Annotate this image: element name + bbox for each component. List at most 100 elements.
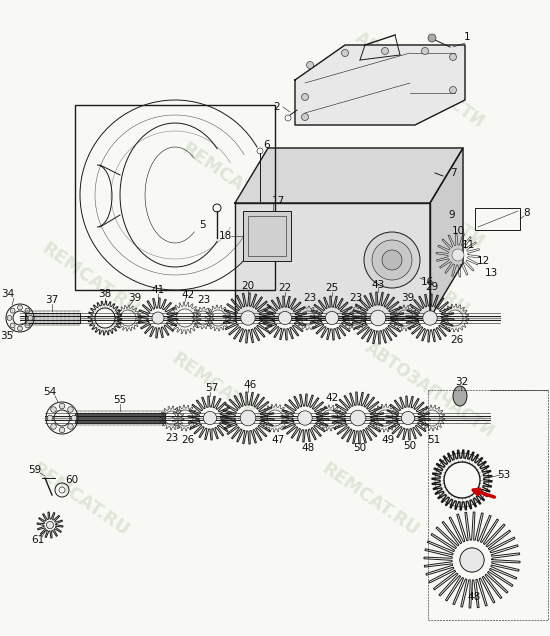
- Circle shape: [18, 305, 23, 310]
- FancyBboxPatch shape: [75, 413, 165, 423]
- Circle shape: [421, 48, 428, 55]
- Text: 34: 34: [1, 289, 15, 299]
- Circle shape: [59, 403, 65, 409]
- Text: АВТОЗАПЧАСТИ: АВТОЗАПЧАСТИ: [352, 149, 488, 251]
- Circle shape: [382, 48, 388, 55]
- Circle shape: [342, 50, 349, 57]
- Text: REMCAT.RU: REMCAT.RU: [168, 350, 272, 430]
- Polygon shape: [430, 148, 463, 318]
- Circle shape: [402, 411, 415, 425]
- Text: 25: 25: [326, 283, 339, 293]
- Circle shape: [449, 53, 456, 60]
- Circle shape: [7, 315, 12, 321]
- Text: 39: 39: [128, 293, 142, 303]
- Text: 18: 18: [218, 231, 232, 241]
- Circle shape: [68, 406, 73, 412]
- Circle shape: [372, 240, 412, 280]
- Circle shape: [51, 406, 56, 412]
- Text: 46: 46: [243, 380, 257, 390]
- Text: 55: 55: [113, 395, 127, 405]
- Text: REMCAT.RU: REMCAT.RU: [178, 140, 282, 220]
- Text: 54: 54: [43, 387, 57, 397]
- Polygon shape: [295, 45, 465, 125]
- Circle shape: [10, 308, 15, 313]
- Text: 35: 35: [1, 331, 14, 341]
- Text: 23: 23: [197, 295, 211, 305]
- Text: REMCAT.RU: REMCAT.RU: [318, 460, 422, 540]
- Text: 22: 22: [278, 283, 292, 293]
- Text: 26: 26: [450, 335, 464, 345]
- Text: 12: 12: [476, 256, 490, 266]
- Text: 39: 39: [402, 293, 415, 303]
- Circle shape: [298, 411, 312, 425]
- Circle shape: [71, 415, 77, 421]
- Text: 38: 38: [98, 289, 112, 299]
- Circle shape: [301, 93, 309, 100]
- Circle shape: [204, 411, 217, 425]
- Text: АВТОЗАПЧАСТИ: АВТОЗАПЧАСТИ: [362, 338, 498, 441]
- Circle shape: [382, 250, 402, 270]
- Text: 49: 49: [381, 435, 395, 445]
- Circle shape: [59, 427, 65, 433]
- Circle shape: [25, 323, 30, 328]
- Text: 26: 26: [182, 435, 195, 445]
- Text: 23: 23: [304, 293, 317, 303]
- Polygon shape: [235, 203, 430, 318]
- Text: 32: 32: [455, 377, 469, 387]
- Circle shape: [306, 62, 313, 69]
- Circle shape: [460, 548, 484, 572]
- Circle shape: [10, 323, 15, 328]
- Polygon shape: [235, 148, 463, 203]
- FancyBboxPatch shape: [243, 211, 291, 261]
- Circle shape: [364, 232, 420, 288]
- Circle shape: [326, 312, 339, 324]
- Text: 9: 9: [449, 210, 455, 220]
- Circle shape: [428, 34, 436, 42]
- Text: 48: 48: [468, 592, 481, 602]
- Text: 2: 2: [274, 102, 280, 112]
- Text: 48: 48: [301, 443, 315, 453]
- Text: 47: 47: [271, 435, 285, 445]
- Text: АВТОЗАПЧАСТИ: АВТОЗАПЧАСТИ: [352, 29, 488, 132]
- Text: REMCAT.RU: REMCAT.RU: [368, 240, 472, 320]
- Circle shape: [241, 311, 255, 325]
- Text: 29: 29: [425, 282, 439, 292]
- Text: 60: 60: [65, 475, 79, 485]
- Text: 6: 6: [263, 140, 270, 150]
- Ellipse shape: [453, 386, 467, 406]
- Circle shape: [449, 86, 456, 93]
- Text: 17: 17: [271, 196, 285, 206]
- Circle shape: [435, 216, 445, 226]
- Circle shape: [278, 312, 292, 324]
- Circle shape: [25, 308, 30, 313]
- Text: 51: 51: [427, 435, 441, 445]
- Text: 23: 23: [349, 293, 362, 303]
- FancyBboxPatch shape: [25, 313, 80, 323]
- Text: 7: 7: [450, 168, 456, 178]
- Text: 59: 59: [29, 465, 42, 475]
- Circle shape: [68, 424, 73, 429]
- Circle shape: [452, 249, 464, 261]
- Text: 23: 23: [166, 433, 179, 443]
- Circle shape: [28, 315, 33, 321]
- Text: 8: 8: [524, 208, 530, 218]
- Circle shape: [301, 113, 309, 120]
- Text: 16: 16: [420, 277, 433, 287]
- Circle shape: [18, 326, 23, 331]
- Text: REMCAT.RU: REMCAT.RU: [38, 240, 142, 320]
- Text: 42: 42: [182, 290, 195, 300]
- Text: 61: 61: [31, 535, 45, 545]
- Text: 37: 37: [45, 295, 59, 305]
- Circle shape: [47, 415, 53, 421]
- Circle shape: [240, 410, 256, 425]
- Text: 1: 1: [464, 32, 470, 42]
- Text: 43: 43: [371, 280, 384, 290]
- Text: 10: 10: [452, 226, 465, 236]
- Circle shape: [370, 310, 386, 326]
- Text: 41: 41: [151, 285, 164, 295]
- Text: 53: 53: [497, 470, 510, 480]
- Text: 57: 57: [205, 383, 219, 393]
- Text: 20: 20: [241, 281, 255, 291]
- Text: 11: 11: [461, 240, 475, 250]
- Circle shape: [460, 548, 484, 572]
